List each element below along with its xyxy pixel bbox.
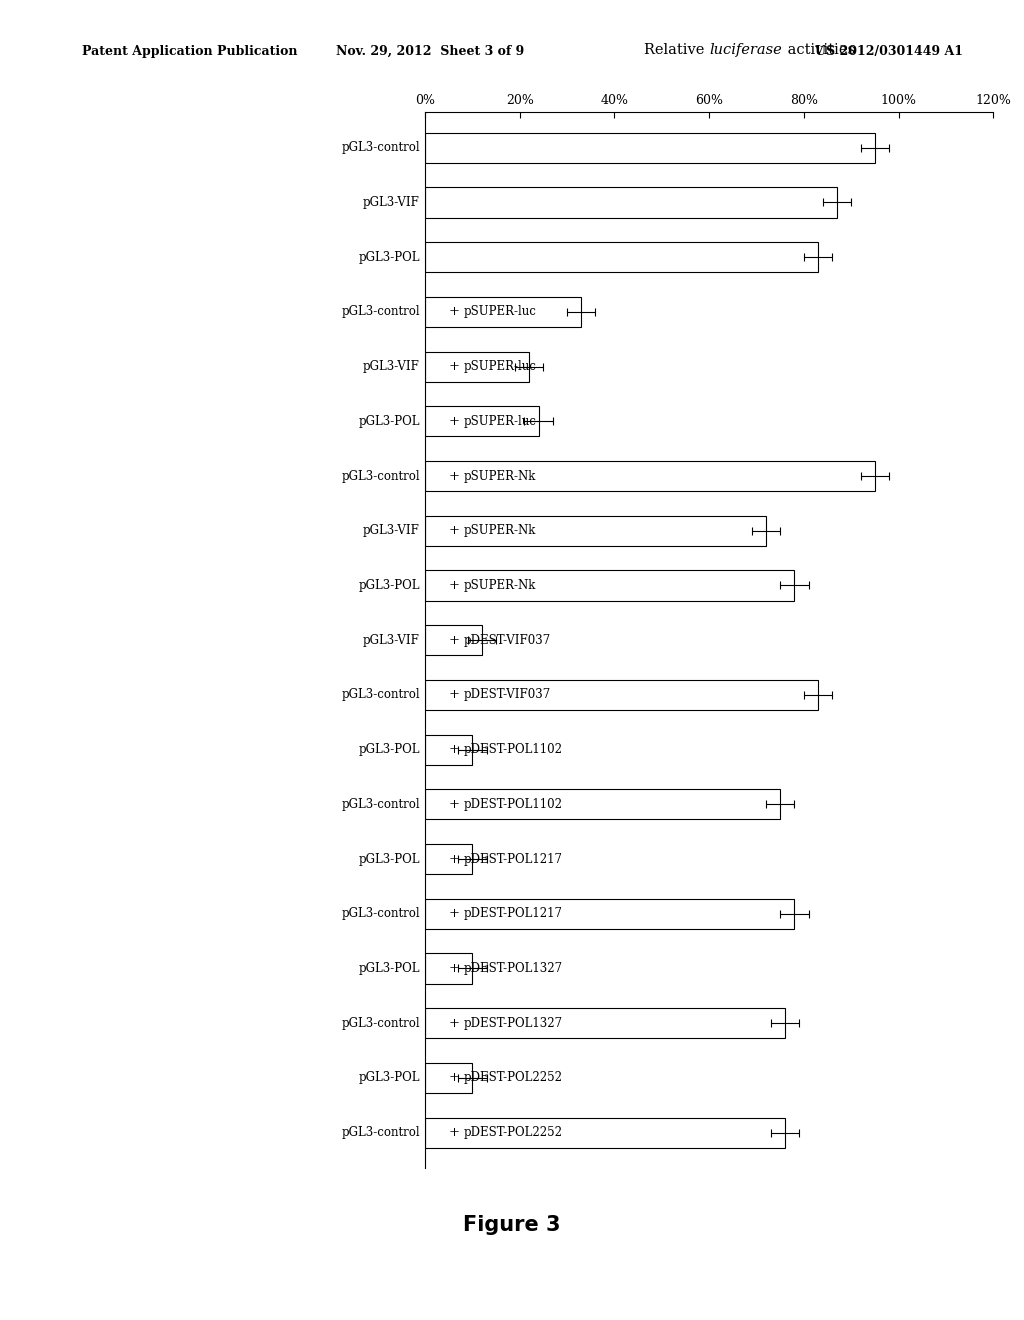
Bar: [425, 1118, 784, 1147]
Text: pDEST-VIF037: pDEST-VIF037: [464, 634, 551, 647]
Text: pDEST-POL2252: pDEST-POL2252: [464, 1126, 563, 1139]
Bar: [425, 516, 766, 545]
Text: +: +: [449, 470, 459, 483]
Text: pDEST-POL1102: pDEST-POL1102: [464, 743, 563, 756]
Text: pGL3-VIF: pGL3-VIF: [362, 634, 420, 647]
Bar: [425, 297, 582, 327]
Text: pGL3-POL: pGL3-POL: [358, 251, 420, 264]
Text: pDEST-POL1217: pDEST-POL1217: [464, 853, 563, 866]
Bar: [425, 133, 874, 162]
Text: pGL3-POL: pGL3-POL: [358, 1072, 420, 1085]
Bar: [425, 789, 780, 820]
Text: pGL3-POL: pGL3-POL: [358, 414, 420, 428]
Text: +: +: [449, 524, 459, 537]
Text: pGL3-control: pGL3-control: [341, 305, 420, 318]
Text: +: +: [449, 1072, 459, 1085]
Text: +: +: [449, 634, 459, 647]
Text: pGL3-control: pGL3-control: [341, 1126, 420, 1139]
Bar: [425, 953, 472, 983]
Text: pGL3-control: pGL3-control: [341, 907, 420, 920]
Bar: [425, 899, 795, 929]
Text: pSUPER-Nk: pSUPER-Nk: [464, 524, 537, 537]
Text: pGL3-control: pGL3-control: [341, 797, 420, 810]
Text: +: +: [449, 907, 459, 920]
Text: pGL3-VIF: pGL3-VIF: [362, 195, 420, 209]
Text: pDEST-POL1327: pDEST-POL1327: [464, 1016, 563, 1030]
Text: +: +: [449, 962, 459, 975]
Text: +: +: [449, 360, 459, 374]
Text: +: +: [449, 743, 459, 756]
Text: +: +: [449, 853, 459, 866]
Text: pDEST-VIF037: pDEST-VIF037: [464, 689, 551, 701]
Bar: [425, 351, 529, 381]
Text: pSUPER-luc: pSUPER-luc: [464, 305, 537, 318]
Text: pGL3-POL: pGL3-POL: [358, 743, 420, 756]
Text: pDEST-POL1327: pDEST-POL1327: [464, 962, 563, 975]
Text: +: +: [449, 1016, 459, 1030]
Text: pGL3-VIF: pGL3-VIF: [362, 524, 420, 537]
Text: +: +: [449, 797, 459, 810]
Text: Relative: Relative: [644, 42, 709, 57]
Text: +: +: [449, 305, 459, 318]
Text: pSUPER-Nk: pSUPER-Nk: [464, 470, 537, 483]
Bar: [425, 570, 795, 601]
Text: pGL3-control: pGL3-control: [341, 1016, 420, 1030]
Bar: [425, 461, 874, 491]
Text: pGL3-POL: pGL3-POL: [358, 853, 420, 866]
Bar: [425, 680, 818, 710]
Text: Figure 3: Figure 3: [463, 1214, 561, 1236]
Text: pSUPER-luc: pSUPER-luc: [464, 360, 537, 374]
Text: pGL3-control: pGL3-control: [341, 470, 420, 483]
Text: pDEST-POL2252: pDEST-POL2252: [464, 1072, 563, 1085]
Text: pSUPER-luc: pSUPER-luc: [464, 414, 537, 428]
Text: pDEST-POL1217: pDEST-POL1217: [464, 907, 563, 920]
Bar: [425, 735, 472, 764]
Text: +: +: [449, 414, 459, 428]
Bar: [425, 187, 837, 218]
Text: Patent Application Publication: Patent Application Publication: [82, 45, 297, 58]
Bar: [425, 242, 818, 272]
Text: +: +: [449, 1126, 459, 1139]
Bar: [425, 407, 539, 437]
Bar: [425, 1008, 784, 1039]
Text: pGL3-POL: pGL3-POL: [358, 962, 420, 975]
Text: pDEST-POL1102: pDEST-POL1102: [464, 797, 563, 810]
Text: Nov. 29, 2012  Sheet 3 of 9: Nov. 29, 2012 Sheet 3 of 9: [336, 45, 524, 58]
Text: pGL3-control: pGL3-control: [341, 141, 420, 154]
Text: US 2012/0301449 A1: US 2012/0301449 A1: [814, 45, 963, 58]
Text: pGL3-POL: pGL3-POL: [358, 579, 420, 591]
Text: +: +: [449, 689, 459, 701]
Text: pGL3-control: pGL3-control: [341, 689, 420, 701]
Bar: [425, 1063, 472, 1093]
Bar: [425, 626, 481, 655]
Text: pSUPER-Nk: pSUPER-Nk: [464, 579, 537, 591]
Text: activities: activities: [782, 42, 855, 57]
Text: +: +: [449, 579, 459, 591]
Text: luciferase: luciferase: [709, 42, 782, 57]
Bar: [425, 843, 472, 874]
Text: pGL3-VIF: pGL3-VIF: [362, 360, 420, 374]
